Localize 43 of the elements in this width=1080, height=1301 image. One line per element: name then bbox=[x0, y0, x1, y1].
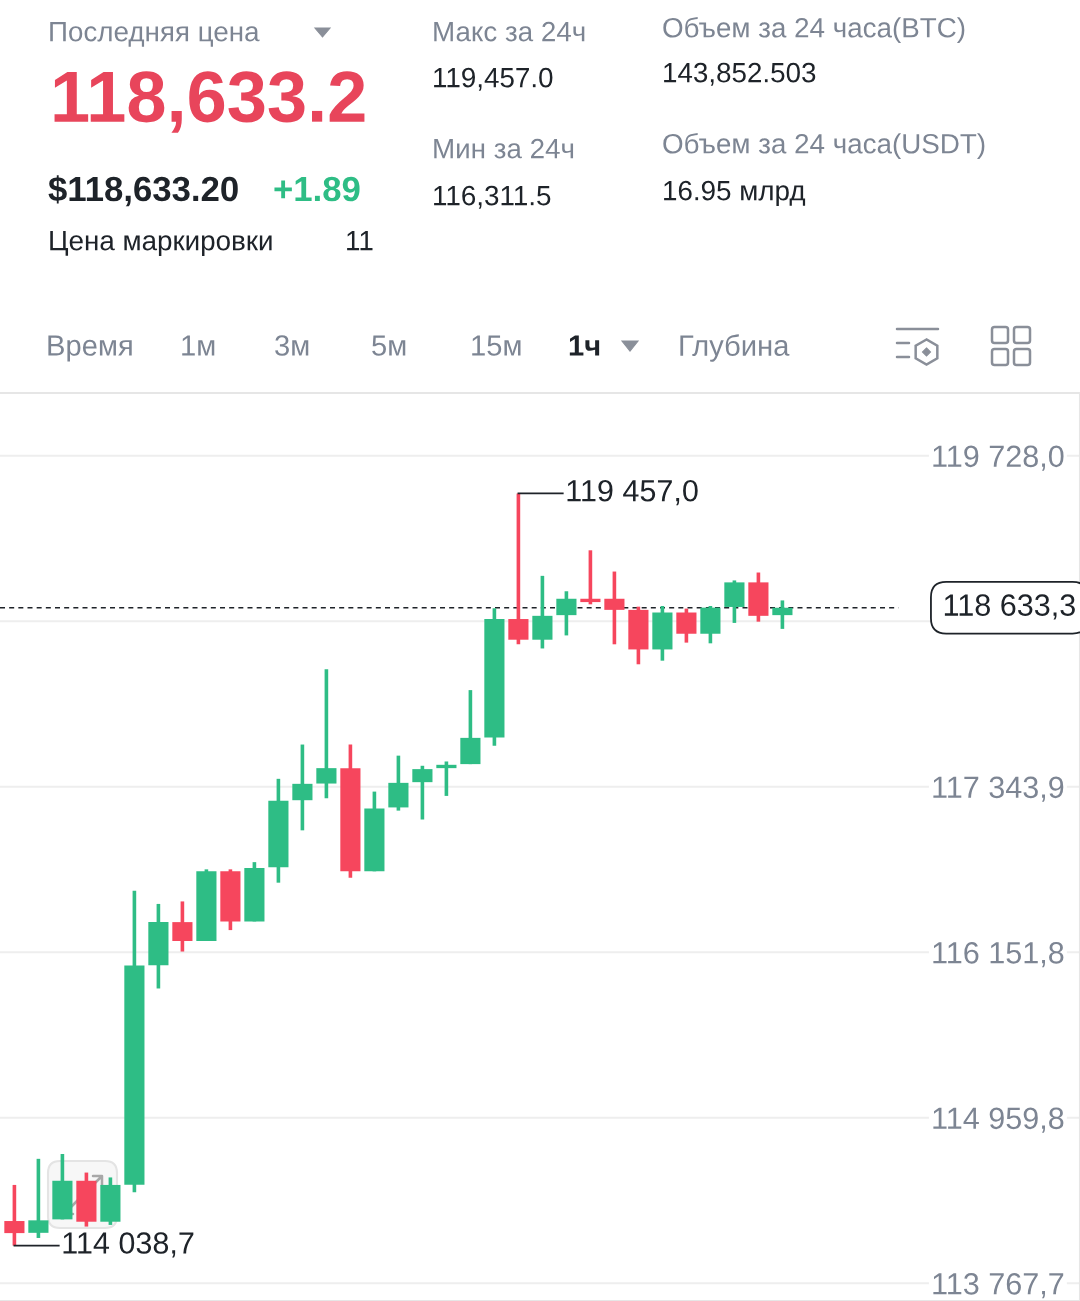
text: Последняя цена bbox=[50, 22, 260, 47]
text: Мин за 24ч bbox=[434, 138, 574, 159]
y-tick-label: 113 767,7 bbox=[933, 1273, 1064, 1299]
text: Объем за 24 часа(BTC) bbox=[663, 16, 965, 44]
y-tick-label: 119 728,0 bbox=[933, 445, 1064, 471]
text: Время bbox=[48, 335, 132, 362]
text: +1.89 bbox=[274, 176, 360, 202]
text: 15м bbox=[472, 335, 521, 356]
ref-line-label: 118 633,3 bbox=[944, 594, 1075, 620]
text: 119,457.0 bbox=[434, 67, 553, 91]
candlestick bbox=[316, 669, 337, 799]
text: 16.95 млрд bbox=[664, 180, 806, 206]
text: Цена маркировки bbox=[50, 231, 272, 256]
candlestick bbox=[28, 1158, 49, 1238]
candlestick bbox=[436, 761, 457, 796]
candlestick bbox=[412, 765, 433, 820]
candlestick bbox=[292, 744, 313, 831]
text: Глубина bbox=[680, 334, 790, 362]
text: 1м bbox=[182, 335, 215, 356]
candlestick bbox=[172, 901, 193, 952]
text: Объем за 24 часа(USDT) bbox=[663, 132, 985, 160]
candlestick bbox=[556, 591, 577, 636]
annotation: 114 038,7 bbox=[63, 1232, 194, 1258]
candlestick bbox=[580, 550, 601, 605]
candlestick bbox=[604, 571, 625, 645]
y-tick-label: 114 959,8 bbox=[933, 1107, 1064, 1133]
text: 11 bbox=[347, 231, 373, 251]
candlestick bbox=[676, 608, 697, 643]
candlestick bbox=[4, 1183, 25, 1246]
text: 118,633.2 bbox=[54, 71, 365, 133]
text: 143,852.503 bbox=[664, 62, 816, 86]
text: 1ч bbox=[569, 335, 600, 356]
candlestick bbox=[508, 493, 529, 645]
candlestick bbox=[772, 600, 793, 629]
text: 116,311.5 bbox=[434, 185, 551, 209]
annotation: 119 457,0 bbox=[567, 479, 698, 506]
candlestick bbox=[532, 575, 553, 649]
text: 3м bbox=[275, 335, 309, 356]
y-tick-label: 116 151,8 bbox=[933, 942, 1064, 968]
text: 5м bbox=[372, 335, 406, 356]
text: $118,633.20 bbox=[48, 175, 238, 207]
y-tick-label: 117 343,9 bbox=[933, 776, 1064, 802]
text: Макс за 24ч bbox=[434, 21, 585, 42]
